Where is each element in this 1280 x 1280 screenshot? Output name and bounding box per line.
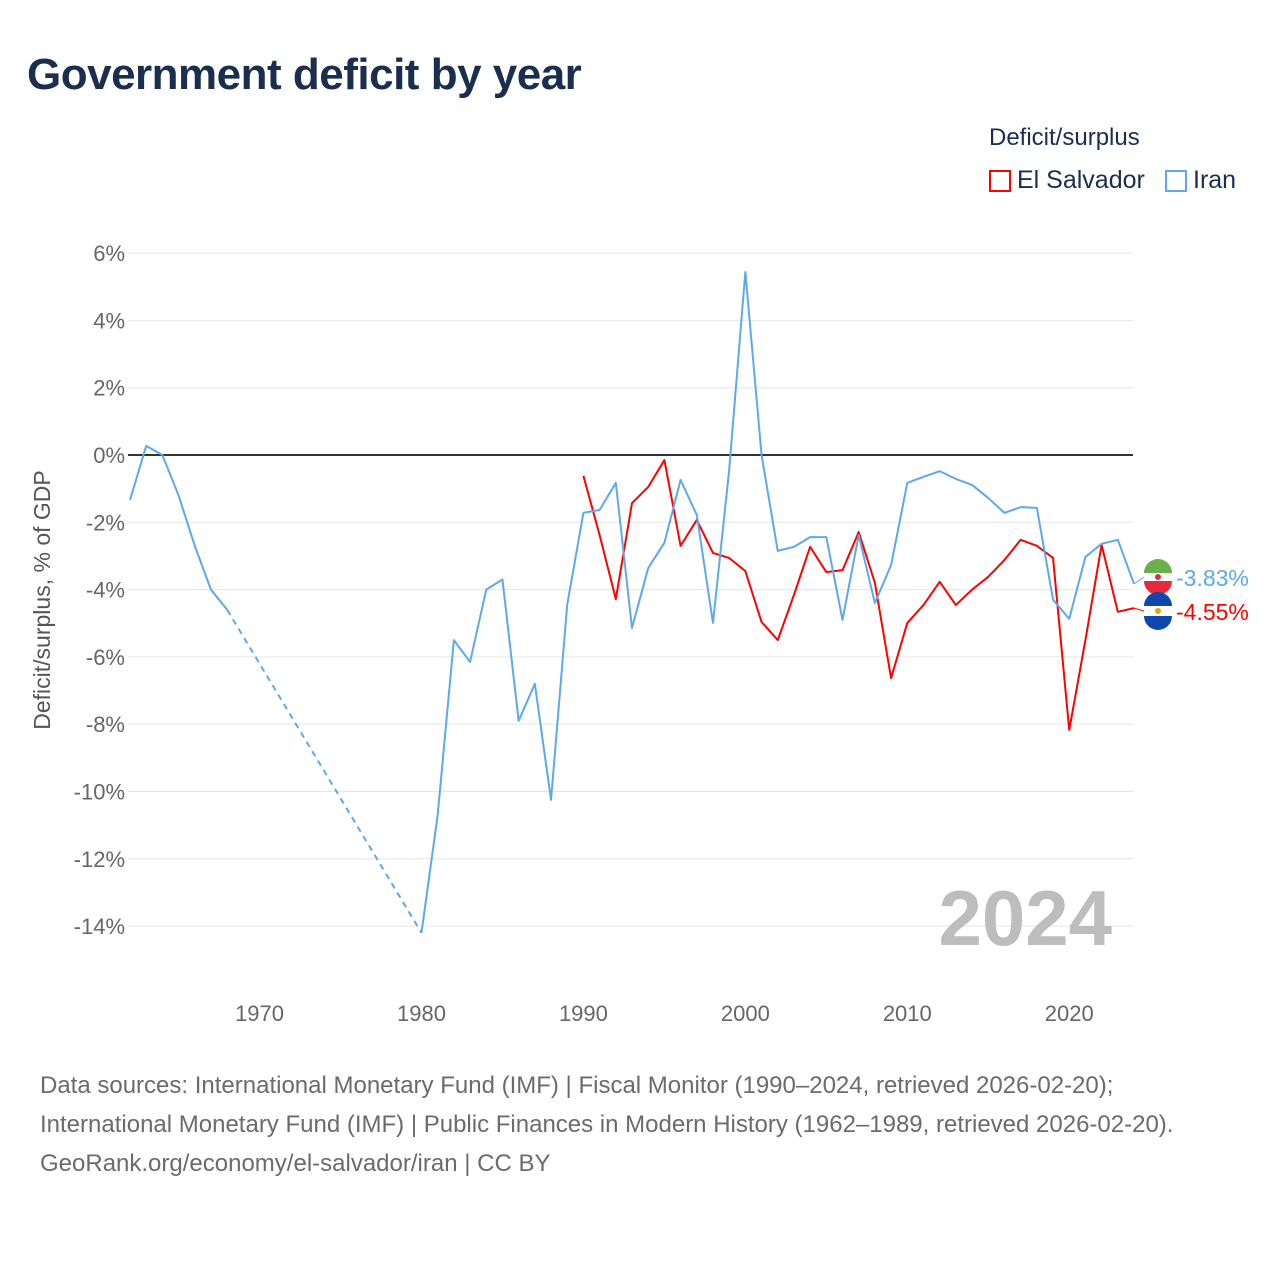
x-tick-label: 2000: [721, 1001, 770, 1026]
series-line-el-salvador: [582, 459, 1135, 731]
y-tick-label: -14%: [74, 914, 125, 939]
legend-swatch-iran: [1165, 169, 1187, 192]
x-tick-label: 2020: [1045, 1001, 1094, 1026]
credit-link[interactable]: GeoRank.org/economy/el-salvador/iran | C…: [40, 1150, 551, 1177]
legend-label: El Salvador: [1017, 166, 1145, 194]
legend-item-iran[interactable]: Iran: [1165, 166, 1236, 195]
chart-title: Government deficit by year: [27, 50, 582, 99]
y-tick-label: -4%: [86, 578, 125, 603]
el-salvador-flag-blue-top: [1144, 592, 1172, 606]
iran-flag-red: [1144, 581, 1172, 595]
iran-flag-emblem: [1155, 574, 1161, 580]
legend-title: Deficit/surplus: [989, 124, 1140, 151]
data-sources: Data sources: International Monetary Fun…: [40, 1072, 1174, 1138]
series-line-iran: [420, 270, 1135, 933]
label-connector: [1133, 607, 1145, 612]
y-tick-label: -10%: [74, 780, 125, 805]
y-tick-label: -8%: [86, 712, 125, 737]
x-tick-label: 1980: [397, 1001, 446, 1026]
line-chart: 6% 4% 2% 0% -2% -4% -6% -8% -10% -12% -14% 1970 1980…: [29, 241, 1249, 1026]
y-tick-label: 6%: [93, 241, 125, 266]
end-label-iran: -3.83%: [1176, 565, 1249, 591]
legend-item-el-salvador[interactable]: El Salvador: [989, 166, 1145, 195]
y-tick-label: 4%: [93, 308, 125, 333]
label-connector: [1133, 576, 1145, 585]
y-tick-label: -12%: [74, 847, 125, 872]
x-tick-label: 1970: [235, 1001, 284, 1026]
legend-swatch-el-salvador: [989, 169, 1011, 192]
el-salvador-flag-emblem: [1155, 608, 1161, 614]
series-line-iran: [129, 444, 228, 611]
end-label-el-salvador: -4.55%: [1176, 599, 1249, 625]
series-gap-iran: [226, 609, 423, 934]
legend-label: Iran: [1193, 166, 1237, 194]
y-tick-label: 2%: [93, 376, 125, 401]
iran-flag-green: [1144, 559, 1172, 573]
y-axis-label: Deficit/surplus, % of GDP: [29, 470, 55, 729]
footer: Data sources: International Monetary Fun…: [40, 1066, 1240, 1183]
x-tick-label: 2010: [883, 1001, 932, 1026]
y-tick-label: -2%: [86, 510, 125, 535]
y-tick-label: -6%: [86, 645, 125, 670]
x-tick-label: 1990: [559, 1001, 608, 1026]
year-watermark: 2024: [938, 874, 1112, 962]
el-salvador-flag-blue-bottom: [1144, 616, 1172, 630]
y-tick-label: 0%: [93, 443, 125, 468]
